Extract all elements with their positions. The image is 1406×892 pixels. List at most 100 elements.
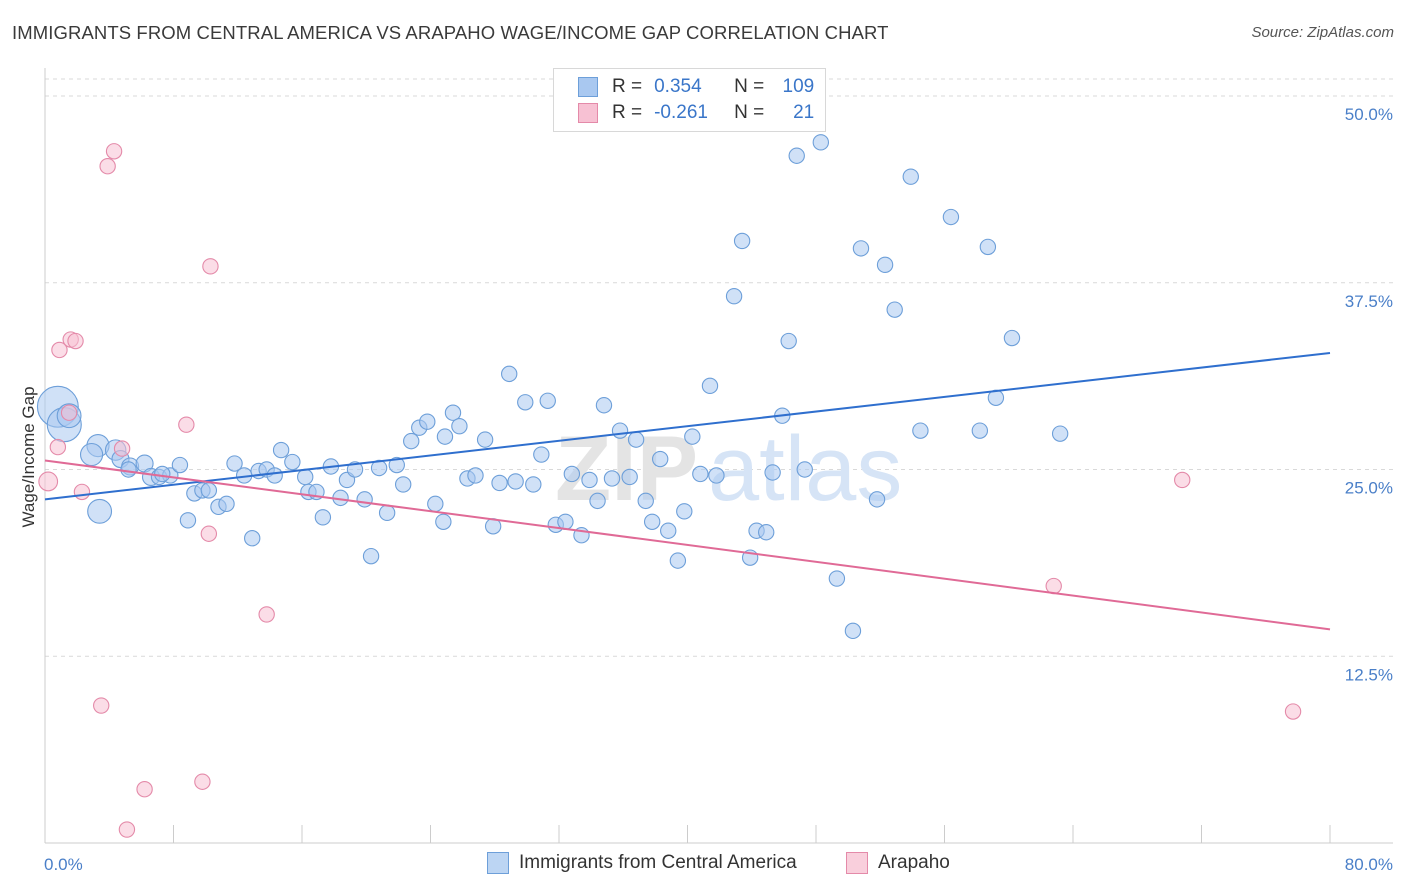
y-tick-label: 12.5% <box>1345 665 1393 684</box>
point-arapaho <box>49 438 67 456</box>
legend-n-value: 109 <box>782 76 815 97</box>
bottom-legend-arapaho: Arapaho <box>846 852 950 874</box>
point-central-america <box>1051 425 1069 442</box>
point-central-america <box>764 464 781 481</box>
point-arapaho <box>51 341 68 359</box>
point-central-america <box>701 377 719 395</box>
point-central-america <box>852 240 870 257</box>
point-central-america <box>692 465 709 483</box>
point-arapaho <box>118 821 136 838</box>
point-central-america <box>284 453 301 471</box>
point-central-america <box>676 503 693 520</box>
point-central-america <box>788 147 805 164</box>
y-tick-label: 25.0% <box>1345 479 1393 498</box>
source-credit: Source: ZipAtlas.com <box>1251 24 1394 41</box>
legend-n-label: N = <box>734 76 765 97</box>
axes <box>44 68 1393 844</box>
bottom-legend-swatch-pink <box>846 852 868 874</box>
point-central-america <box>394 476 412 493</box>
grid-lines <box>45 78 1393 657</box>
point-central-america <box>346 461 364 478</box>
point-arapaho <box>202 258 219 275</box>
y-tick-label: 50.0% <box>1345 105 1393 124</box>
point-central-america <box>179 512 197 529</box>
point-central-america <box>621 468 638 486</box>
bottom-legend-label: Immigrants from Central America <box>519 852 797 873</box>
point-central-america <box>388 456 405 474</box>
x-tick-label-max: 80.0% <box>1345 855 1393 874</box>
point-central-america <box>581 471 598 489</box>
legend-n-value: 21 <box>793 102 815 123</box>
point-central-america <box>780 332 797 350</box>
point-central-america <box>435 513 452 530</box>
point-central-america <box>436 428 454 445</box>
point-arapaho <box>1284 703 1302 720</box>
chart-title: IMMIGRANTS FROM CENTRAL AMERICA VS ARAPA… <box>12 22 889 43</box>
point-central-america <box>403 432 420 450</box>
point-central-america <box>643 513 661 530</box>
point-central-america <box>356 491 373 508</box>
x-tick-label-min: 0.0% <box>44 855 83 874</box>
point-central-america <box>297 468 314 486</box>
point-central-america <box>266 467 283 484</box>
trend-line-arapaho <box>44 459 1331 631</box>
legend-n-label: N = <box>734 102 765 123</box>
point-arapaho <box>136 781 153 798</box>
point-central-america <box>517 394 534 411</box>
point-central-america <box>684 428 701 445</box>
point-arapaho <box>93 697 110 714</box>
point-central-america <box>533 446 550 463</box>
point-central-america <box>828 570 846 587</box>
point-arapaho <box>113 440 131 457</box>
point-arapaho <box>1174 471 1191 489</box>
point-central-america <box>218 495 235 513</box>
point-arapaho <box>73 483 91 501</box>
point-central-america <box>79 442 104 467</box>
point-central-america <box>525 476 542 493</box>
point-arapaho <box>105 143 123 160</box>
point-central-america <box>595 397 613 414</box>
point-central-america <box>476 431 494 448</box>
point-central-america <box>812 134 830 151</box>
bottom-legend-swatch-blue <box>487 852 509 874</box>
point-central-america <box>627 431 645 448</box>
legend-r-value: 0.354 <box>654 76 702 97</box>
point-central-america <box>451 417 468 435</box>
point-central-america <box>603 470 621 487</box>
point-central-america <box>844 622 862 640</box>
point-central-america <box>868 491 886 508</box>
point-central-america <box>942 208 960 226</box>
point-central-america <box>733 232 751 250</box>
point-central-america <box>378 504 396 522</box>
point-central-america <box>708 467 725 484</box>
point-arapaho <box>200 525 218 542</box>
legend-row-central-america: R = 0.354 N = 109 <box>554 74 814 100</box>
point-central-america <box>557 513 574 530</box>
point-central-america <box>651 450 669 468</box>
point-arapaho <box>258 606 275 623</box>
point-central-america <box>444 404 462 421</box>
watermark: ZIP atlas <box>555 418 902 520</box>
point-central-america <box>467 467 484 484</box>
point-central-america <box>120 461 137 478</box>
point-central-america <box>244 530 261 547</box>
point-central-america <box>611 422 629 439</box>
point-central-america <box>314 509 332 526</box>
point-central-america <box>589 492 606 510</box>
point-arapaho <box>38 471 59 492</box>
legend-r-label: R = <box>612 102 643 123</box>
point-central-america <box>902 168 919 185</box>
point-central-america <box>419 413 436 430</box>
point-central-america <box>912 422 929 439</box>
point-central-america <box>886 301 903 318</box>
point-central-america <box>491 474 508 492</box>
point-central-america <box>539 392 556 409</box>
stats-legend: R = 0.354 N = 109 R = -0.261 N = 21 <box>553 68 826 132</box>
trend-line-central-america <box>44 351 1331 501</box>
point-central-america <box>427 495 444 513</box>
point-central-america <box>226 455 243 472</box>
point-central-america <box>200 482 218 499</box>
point-central-america <box>660 522 677 539</box>
point-central-america <box>979 238 997 256</box>
